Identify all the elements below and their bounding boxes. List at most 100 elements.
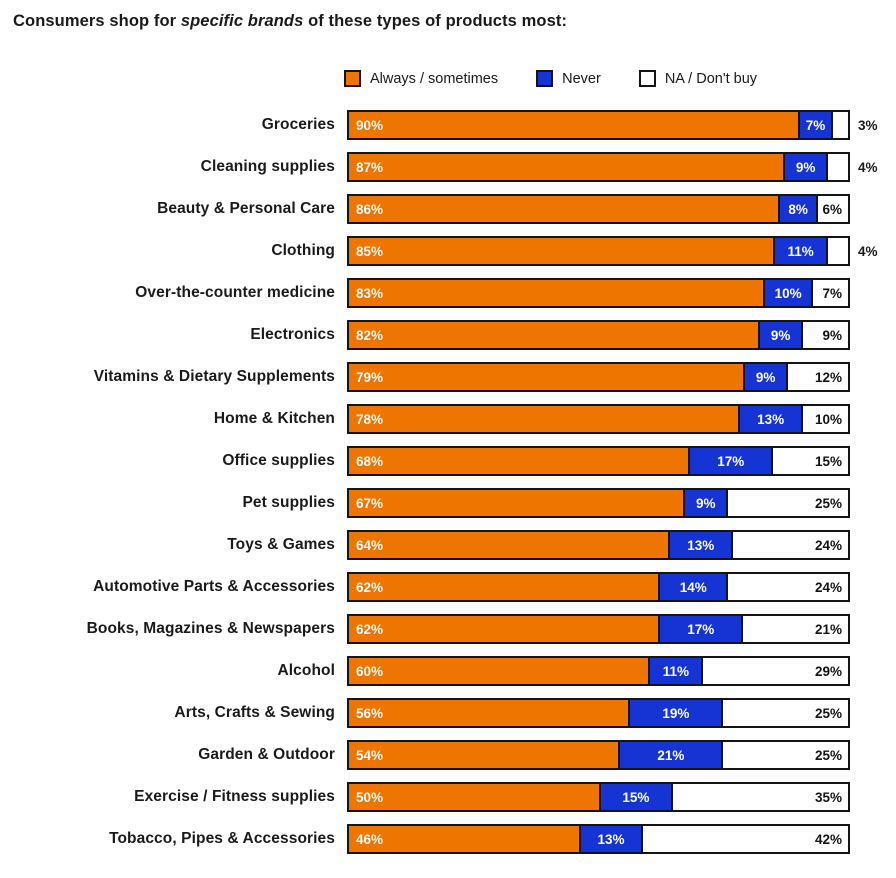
never-value-label: 11% <box>662 663 689 679</box>
never-value-label: 17% <box>687 621 715 637</box>
bar-segment-never: 9% <box>683 490 729 516</box>
bar-segment-always: 85% <box>349 238 774 264</box>
stacked-bar-chart: Groceries 90% 7% 3% Cleaning supplies 87… <box>0 104 896 860</box>
na-value-label: 25% <box>814 747 842 763</box>
always-value-label: 85% <box>356 243 384 259</box>
bar-segment-always: 68% <box>349 448 689 474</box>
never-value-label: 9% <box>770 327 791 343</box>
bar-segment-never: 13% <box>668 532 734 558</box>
always-value-label: 78% <box>356 411 384 427</box>
stacked-bar: 67% 9% 25% <box>347 488 850 518</box>
legend-item-na-dont-buy: NA / Don't buy <box>638 70 757 87</box>
bar-segment-always: 60% <box>349 658 649 684</box>
na-value-label: 6% <box>822 201 842 217</box>
stacked-bar: 85% 11% <box>347 236 850 266</box>
never-value-label: 14% <box>679 579 707 595</box>
bar-segment-na: 35% <box>673 784 848 810</box>
bar-segment-never: 19% <box>628 700 724 726</box>
never-value-label: 8% <box>788 201 808 217</box>
bar-segment-na: 6% <box>818 196 848 222</box>
bar-segment-never: 15% <box>598 784 674 810</box>
bar-segment-na: 7% <box>813 280 848 306</box>
category-label: Cleaning supplies <box>200 158 335 175</box>
category-label: Garden & Outdoor <box>198 746 335 763</box>
chart-row: Tobacco, Pipes & Accessories 46% 13% 42% <box>0 818 896 860</box>
never-value-label: 13% <box>757 411 785 427</box>
never-value-label: 13% <box>687 537 715 553</box>
legend-swatch-orange-icon <box>344 70 361 87</box>
chart-row: Exercise / Fitness supplies 50% 15% 35% <box>0 776 896 818</box>
never-value-label: 15% <box>622 789 650 805</box>
bar-segment-na: 21% <box>743 616 848 642</box>
chart-row: Electronics 82% 9% 9% <box>0 314 896 356</box>
na-value-label: 29% <box>814 663 842 679</box>
bar-segment-never: 9% <box>758 322 804 348</box>
stacked-bar: 83% 10% 7% <box>347 278 850 308</box>
stacked-bar: 56% 19% 25% <box>347 698 850 728</box>
chart-row: Alcohol 60% 11% 29% <box>0 650 896 692</box>
stacked-bar: 90% 7% <box>347 110 850 140</box>
bar-segment-always: 86% <box>349 196 779 222</box>
bar-segment-never: 11% <box>648 658 704 684</box>
chart-row: Automotive Parts & Accessories 62% 14% 2… <box>0 566 896 608</box>
title-suffix: of these types of products most: <box>303 12 568 30</box>
category-label: Alcohol <box>277 662 335 679</box>
bar-segment-never: 17% <box>688 448 774 474</box>
always-value-label: 67% <box>356 495 384 511</box>
bar-segment-never: 9% <box>743 364 789 390</box>
always-value-label: 50% <box>356 789 384 805</box>
bar-segment-na: 25% <box>723 742 848 768</box>
bar-segment-always: 83% <box>349 280 764 306</box>
category-label: Vitamins & Dietary Supplements <box>93 368 335 385</box>
always-value-label: 68% <box>356 453 384 469</box>
always-value-label: 86% <box>356 201 384 217</box>
na-value-label: 25% <box>814 705 842 721</box>
stacked-bar: 54% 21% 25% <box>347 740 850 770</box>
chart-row: Clothing 85% 11% 4% <box>0 230 896 272</box>
na-value-label: 21% <box>814 621 842 637</box>
never-value-label: 13% <box>597 831 625 847</box>
category-label: Office supplies <box>222 452 335 469</box>
page-title: Consumers shop for specific brands of th… <box>13 12 567 31</box>
always-value-label: 56% <box>356 705 384 721</box>
stacked-bar: 86% 8% 6% <box>347 194 850 224</box>
always-value-label: 90% <box>356 117 384 133</box>
category-label: Automotive Parts & Accessories <box>93 578 335 595</box>
category-label: Home & Kitchen <box>213 410 335 427</box>
chart-row: Office supplies 68% 17% 15% <box>0 440 896 482</box>
chart-row: Pet supplies 67% 9% 25% <box>0 482 896 524</box>
chart-row: Vitamins & Dietary Supplements 79% 9% 12… <box>0 356 896 398</box>
category-label: Electronics <box>250 326 335 343</box>
category-label: Arts, Crafts & Sewing <box>174 704 335 721</box>
bar-segment-always: 56% <box>349 700 629 726</box>
category-label: Toys & Games <box>227 536 335 553</box>
category-label: Pet supplies <box>242 494 335 511</box>
never-value-label: 21% <box>657 747 685 763</box>
stacked-bar: 82% 9% 9% <box>347 320 850 350</box>
legend-swatch-blue-icon <box>536 70 554 87</box>
legend-label: Always / sometimes <box>370 70 499 87</box>
never-value-label: 11% <box>787 243 814 259</box>
chart-row: Cleaning supplies 87% 9% 4% <box>0 146 896 188</box>
never-value-label: 17% <box>717 453 745 469</box>
bar-segment-never: 13% <box>578 826 644 852</box>
stacked-bar: 50% 15% 35% <box>347 782 850 812</box>
na-value-label: 24% <box>814 579 842 595</box>
bar-segment-na: 25% <box>723 700 848 726</box>
bar-segment-na <box>833 112 848 138</box>
bar-segment-never: 10% <box>763 280 814 306</box>
chart-row: Toys & Games 64% 13% 24% <box>0 524 896 566</box>
never-value-label: 10% <box>774 285 802 301</box>
always-value-label: 83% <box>356 285 384 301</box>
stacked-bar: 78% 13% 10% <box>347 404 850 434</box>
always-value-label: 60% <box>356 663 384 679</box>
category-label: Over-the-counter medicine <box>135 284 335 301</box>
na-value-label: 10% <box>814 411 842 427</box>
always-value-label: 54% <box>356 747 384 763</box>
never-value-label: 9% <box>696 495 716 511</box>
na-value-label: 25% <box>814 495 842 511</box>
bar-segment-never: 11% <box>773 238 829 264</box>
bar-segment-always: 90% <box>349 112 799 138</box>
category-label: Exercise / Fitness supplies <box>134 788 335 805</box>
